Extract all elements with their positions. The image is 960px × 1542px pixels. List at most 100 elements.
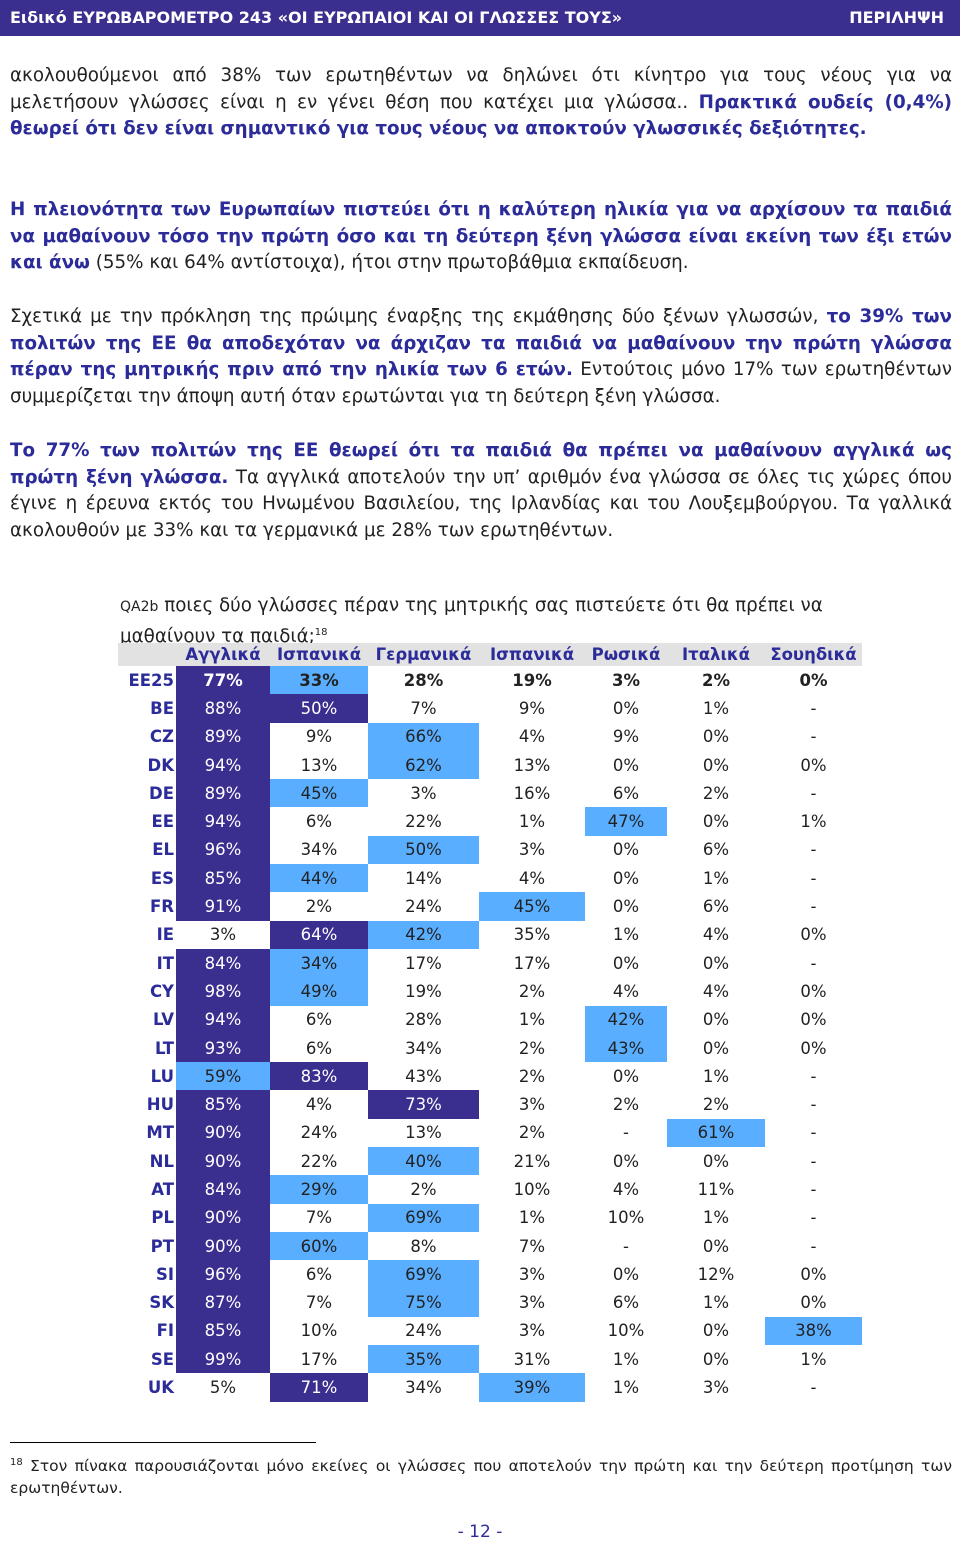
table-cell: 77% (176, 666, 270, 695)
table-cell: - (810, 1236, 817, 1256)
table-cell: 24% (300, 1123, 338, 1143)
table-cell: 85% (176, 1090, 270, 1119)
table-cell: 0% (702, 727, 730, 747)
table-cell: 17% (405, 953, 442, 973)
paragraph-4-bold: Το 77% των πολιτών της ΕΕ θεωρεί ότι τα … (10, 440, 952, 488)
table-cell: 6% (702, 840, 730, 860)
table-cell: 73% (368, 1090, 479, 1119)
table-cell: 3% (611, 670, 640, 690)
table-cell: - (810, 1095, 817, 1115)
table-cell: 2% (702, 1095, 730, 1115)
table-cell: - (810, 783, 817, 803)
table-cell: 6% (612, 1293, 640, 1313)
table-cell: 88% (176, 694, 270, 723)
table-row: UK 5% 71% 34% 39% 1% 3% - (118, 1373, 862, 1402)
table-cell: 85% (176, 864, 270, 893)
paragraph-2: Η πλειονότητα των Ευρωπαίων πιστεύει ότι… (10, 197, 952, 277)
row-label: LU (150, 1066, 174, 1086)
table-cell: 6% (305, 812, 333, 832)
footnote-number: 18 (10, 1457, 23, 1468)
table-cell: 50% (368, 835, 479, 865)
table-cell: - (810, 1123, 817, 1143)
table-cell: 0% (702, 1038, 730, 1058)
table-cell: 13% (513, 755, 551, 775)
table-cell: - (810, 1378, 817, 1398)
row-label: PL (151, 1208, 174, 1228)
table-cell: 0% (800, 981, 827, 1001)
question-caption: QA2b ποιες δύο γλώσσες πέραν της μητρική… (120, 593, 880, 650)
table-cell: 44% (270, 864, 368, 893)
table-cell: 24% (405, 897, 442, 917)
table-cell: - (810, 1151, 817, 1171)
table-cell: 8% (410, 1236, 437, 1256)
table-cell: 12% (697, 1264, 735, 1284)
table-cell: 84% (176, 1175, 270, 1204)
table-cell: 7% (305, 1293, 333, 1313)
table-row: NL 90% 22% 40% 21% 0% 0% - (118, 1147, 862, 1176)
table-cell: 49% (270, 977, 368, 1006)
table-cell: 0% (800, 1264, 827, 1284)
row-label: MT (146, 1123, 174, 1143)
table-cell: 6% (305, 1264, 333, 1284)
table-row: HU 85% 4% 73% 3% 2% 2% - (118, 1090, 862, 1119)
table-cell: 45% (479, 892, 585, 921)
paragraph-1-bold: Πρακτικά ουδείς (0,4%) θεωρεί ότι δεν εί… (10, 91, 953, 140)
table-cell: 1% (702, 1293, 730, 1313)
table-cell: 22% (405, 812, 442, 832)
table-cell: 21% (513, 1151, 551, 1171)
table-cell: - (810, 698, 817, 718)
table-cell: 0% (800, 1293, 827, 1313)
table-cell: - (810, 1208, 817, 1228)
table-corner (118, 643, 176, 666)
table-cell: 69% (368, 1260, 479, 1289)
table-row: LT 93% 6% 34% 2% 43% 0% 0% (118, 1033, 862, 1063)
table-row: EL 96% 34% 50% 3% 0% 6% - (118, 835, 862, 865)
table-cell: 0% (612, 1151, 640, 1171)
table-cell: 1% (702, 1208, 730, 1228)
table-cell: 3% (410, 783, 437, 803)
table-cell: 4% (702, 981, 730, 1001)
table-row: ES 85% 44% 14% 4% 0% 1% - (118, 864, 862, 893)
table-cell: 10% (300, 1321, 338, 1341)
column-header: Ιταλικά (667, 643, 765, 666)
table-cell: 22% (300, 1151, 338, 1171)
paragraph-1: ακολουθούμενοι από 38% των ερωτηθέντων ν… (10, 63, 952, 143)
table-row: IT 84% 34% 17% 17% 0% 0% - (118, 948, 862, 978)
table-cell: 1% (800, 812, 827, 832)
table-cell: 16% (513, 783, 551, 803)
table-cell: 40% (368, 1147, 479, 1176)
table-cell: 28% (405, 1010, 442, 1030)
table-header-row: Αγγλικά Ισπανικά Γερμανικά Ισπανικά Ρωσικά Ιτ… (118, 643, 862, 666)
row-label: PT (150, 1236, 174, 1256)
table-row: IE 3% 64% 42% 35% 1% 4% 0% (118, 920, 862, 949)
table-cell: 1% (612, 1349, 640, 1369)
table-cell: 0% (800, 755, 827, 775)
paragraph-3-text1: Σχετικά με την πρόκληση της πρώιμης έναρ… (10, 306, 827, 327)
table-row: CZ 89% 9% 66% 4% 9% 0% - (118, 722, 862, 751)
table-row: AT 84% 29% 2% 10% 4% 11% - (118, 1175, 862, 1204)
table-cell: 69% (368, 1203, 479, 1232)
table-row: BE 88% 50% 7% 9% 0% 1% - (118, 694, 862, 723)
table-cell: - (810, 840, 817, 860)
table-cell: 0% (612, 897, 640, 917)
column-header: Ισπανικά (479, 643, 585, 666)
table-cell: 10% (513, 1179, 551, 1199)
table-cell: 83% (270, 1062, 368, 1091)
row-label: DK (147, 755, 174, 775)
table-cell: 90% (176, 1231, 270, 1261)
table-cell: 1% (800, 1349, 827, 1369)
paragraph-1-text: ακολουθούμενοι από 38% των ερωτηθέντων ν… (10, 65, 952, 113)
table-row: SI 96% 6% 69% 3% 0% 12% 0% (118, 1260, 862, 1289)
table-cell: 2% (612, 1095, 640, 1115)
table-cell: 0% (702, 1151, 730, 1171)
table-cell: 3% (518, 1264, 546, 1284)
page-header: Ειδικό ΕΥΡΩΒΑΡΟΜΕΤΡΟ 243 «ΟΙ ΕΥΡΩΠΑΙΟΙ Κ… (0, 0, 960, 36)
table-cell: 60% (270, 1231, 368, 1261)
table-cell: - (810, 1179, 817, 1199)
table-cell: 2% (518, 981, 546, 1001)
table-cell: 4% (305, 1095, 333, 1115)
table-cell: 0% (702, 1321, 730, 1341)
table-cell: 64% (270, 920, 368, 949)
table-cell: 98% (176, 977, 270, 1006)
table-cell: 0% (612, 868, 640, 888)
